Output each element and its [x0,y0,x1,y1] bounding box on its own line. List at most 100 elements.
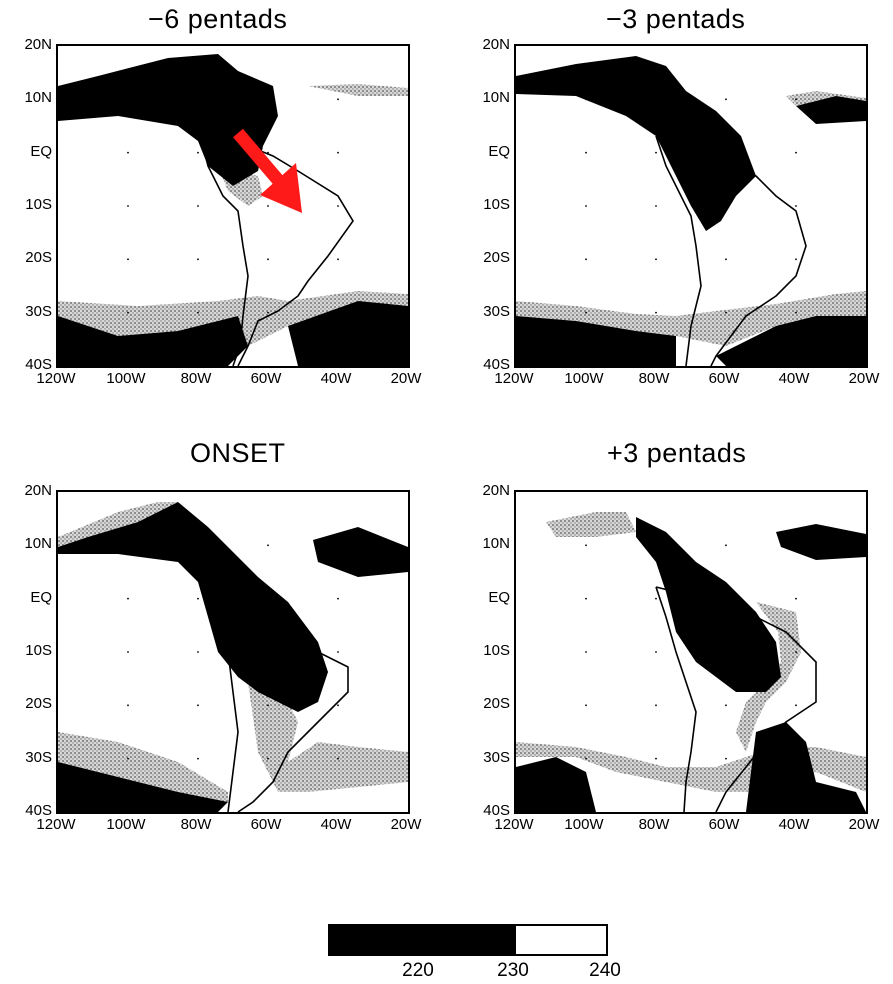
coastline [655,586,817,812]
lat-tick-label: 20S [483,249,510,267]
grid-dot [655,205,657,207]
grid-dot [267,98,269,101]
olr-map [516,56,866,366]
grid-dot [655,258,657,261]
grid-dot [725,651,727,653]
grid-dot [197,651,199,653]
grid-dot [267,205,269,207]
lon-tick-label: 20W [848,816,880,833]
lat-tick-label: 20N [482,482,510,499]
map-frame [514,44,868,368]
grid-dot [795,651,797,653]
grid-dot [795,151,797,154]
grid-dot [337,258,339,261]
olr-map [58,502,408,812]
grid-dot [197,311,199,314]
lat-tick-label: 20N [24,482,52,499]
grid-dot [725,151,727,154]
grid-dot [267,151,269,154]
lat-tick-label: 10S [25,196,52,213]
grid-dot [585,651,587,653]
legend-swatch-dark [330,926,516,954]
grid-dot [337,151,339,154]
grid-dot [197,205,199,207]
lat-tick-label: 20S [25,695,52,713]
grid-dot [127,544,129,547]
lon-tick-label: 100W [564,816,604,833]
lat-tick-label: 20S [25,249,52,267]
lon-tick-label: 120W [36,816,76,833]
grid-dot [585,597,587,600]
grid-dot [337,704,339,707]
panel-title: −3 pentads [606,4,746,34]
grid-dot [197,597,199,600]
grid-dot [585,757,587,760]
legend-label: 220 [402,960,434,981]
grid-dot [127,651,129,653]
lat-tick-label: 40S [25,356,52,373]
grid-dot [585,544,587,547]
lat-tick-label: 40S [483,356,510,373]
legend-swatch-light [516,926,606,954]
grid-dot [725,597,727,600]
panel-title: ONSET [190,438,286,468]
lon-tick-label: 20W [848,370,880,387]
lat-tick-label: 10S [483,196,510,213]
lat-tick-label: 20S [483,695,510,713]
lat-tick-label: EQ [488,142,510,160]
grid-dot [337,544,339,547]
olr-map [516,512,866,812]
panel-title: +3 pentads [607,438,747,468]
lon-tick-label: 80W [638,370,670,387]
grid-dot [655,704,657,707]
grid-dot [585,98,587,101]
grid-dot [585,311,587,314]
grid-dot [655,651,657,653]
lon-tick-label: 20W [390,370,422,387]
grid-dot [725,98,727,101]
grid-dot [267,651,269,653]
deep-convection-region [516,56,866,366]
grid-dot [337,311,339,314]
lat-tick-label: 10N [24,89,52,107]
grid-dot [725,258,727,261]
grid-dot [267,757,269,760]
grid-dot [725,205,727,207]
lon-tick-label: 20W [390,816,422,833]
lon-tick-label: 100W [106,816,146,833]
lat-tick-label: 20N [482,36,510,53]
lon-tick-label: 80W [180,816,212,833]
grid-dot [795,597,797,600]
lat-tick-label: 30S [483,302,510,320]
lat-tick-label: 20N [24,36,52,53]
panel-title: −6 pentads [148,4,288,34]
lon-tick-label: 60W [250,816,282,833]
lat-tick-label: 30S [25,748,52,766]
lon-tick-label: 60W [250,370,282,387]
grid-dot [197,757,199,760]
grid-dot [127,258,129,261]
grid-dot [197,98,199,101]
grid-dot [267,311,269,314]
grid-dot [725,757,727,760]
grid-dot [337,651,339,653]
grid-dot [127,151,129,154]
lat-tick-label: 10S [25,642,52,659]
grid-dot [337,757,339,760]
grid-dot [267,597,269,600]
grid-dot [795,205,797,207]
grid-dot [655,544,657,547]
lon-tick-label: 100W [564,370,604,387]
deep-convection-region [58,54,408,366]
lat-tick-label: 10N [482,535,510,553]
grid-dot [725,544,727,547]
grid-dot [127,98,129,101]
color-legend [328,924,608,956]
grid-dot [655,597,657,600]
grid-dot [795,704,797,707]
lat-tick-label: 10N [24,535,52,553]
lon-tick-label: 100W [106,370,146,387]
lon-tick-label: 120W [36,370,76,387]
lon-tick-label: 120W [494,370,534,387]
grid-dot [655,757,657,760]
